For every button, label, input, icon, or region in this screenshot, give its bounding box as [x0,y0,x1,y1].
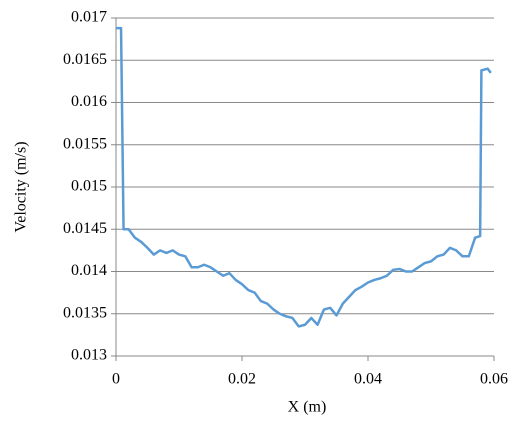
y-tick-label: 0.013 [71,347,107,364]
y-axis-label: Velocity (m/s) [13,141,30,232]
y-tick-label: 0.0145 [63,220,107,237]
x-axis-label: X (m) [288,399,327,416]
data-line [116,26,492,328]
y-tick-label: 0.0165 [63,51,107,68]
x-tick-label: 0.02 [228,371,256,388]
y-tick-label: 0.016 [71,93,107,110]
y-tick-label: 0.0155 [63,135,107,152]
x-tick-label: 0.06 [480,371,508,388]
y-tick-label: 0.014 [71,262,107,279]
x-tick-label: 0 [112,371,120,388]
y-tick-label: 0.0135 [63,304,107,321]
y-tick-label: 0.017 [71,9,107,26]
y-tick-label: 0.015 [71,178,107,195]
x-tick-label: 0.04 [354,371,382,388]
